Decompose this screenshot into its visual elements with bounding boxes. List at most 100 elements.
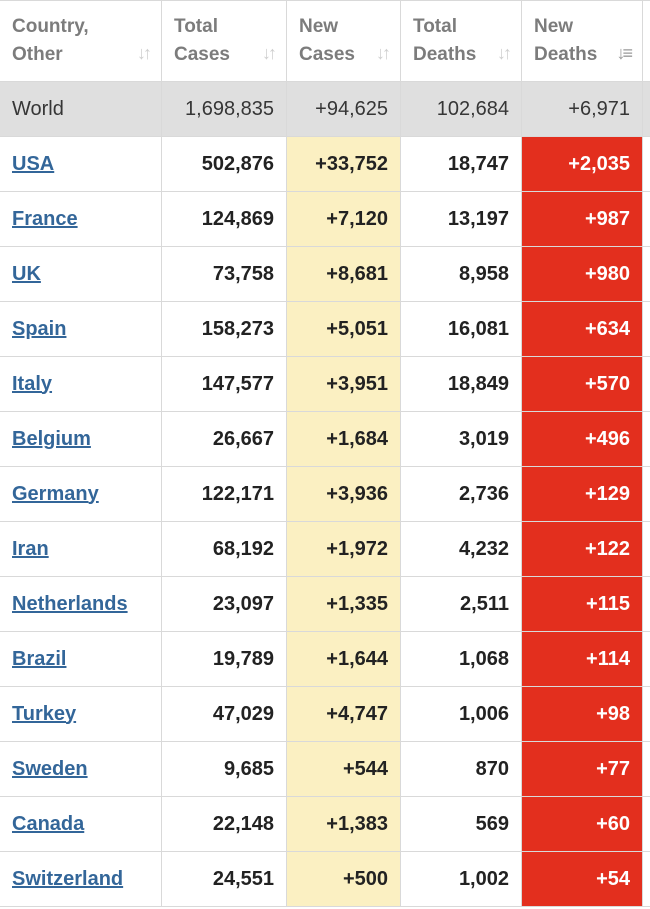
new-deaths-cell: +77 (521, 741, 643, 797)
total-deaths-cell: 2,511 (400, 576, 522, 632)
country-link[interactable]: Iran (12, 537, 49, 560)
sort-arrows-icon[interactable]: ↓↑ (376, 43, 391, 63)
column-header-label: Cases (174, 44, 230, 65)
column-header-label: Total (413, 16, 457, 37)
country-link[interactable]: USA (12, 152, 55, 175)
country-cell: France (0, 191, 162, 247)
total-cases-cell: 124,869 (161, 191, 287, 247)
total-cases-cell: 158,273 (161, 301, 287, 357)
total-deaths-cell: 18,849 (400, 356, 522, 412)
country-link[interactable]: Italy (12, 372, 53, 395)
table-edge (642, 356, 650, 412)
column-header-new-cases[interactable]: New Cases ↓↑ (286, 0, 401, 82)
total-cases-cell: 1,698,835 (161, 81, 287, 137)
table-row: Netherlands 23,097 +1,335 2,511 +115 (0, 576, 650, 632)
total-deaths-cell: 4,232 (400, 521, 522, 577)
table-edge (642, 411, 650, 467)
table-row: Switzerland 24,551 +500 1,002 +54 (0, 851, 650, 907)
country-link[interactable]: UK (12, 262, 41, 285)
country-cell: Canada (0, 796, 162, 852)
total-deaths-cell: 1,006 (400, 686, 522, 742)
country-link[interactable]: Netherlands (12, 592, 128, 615)
table-row: Spain 158,273 +5,051 16,081 +634 (0, 301, 650, 357)
total-cases-cell: 68,192 (161, 521, 287, 577)
total-deaths-cell: 870 (400, 741, 522, 797)
new-cases-cell: +1,335 (286, 576, 401, 632)
new-cases-cell: +1,383 (286, 796, 401, 852)
new-cases-cell: +3,951 (286, 356, 401, 412)
sort-descending-icon[interactable]: ↓≡ (616, 43, 632, 63)
column-header-total-cases[interactable]: Total Cases ↓↑ (161, 0, 287, 82)
column-header-new-deaths[interactable]: New Deaths ↓≡ (521, 0, 643, 82)
country-cell: Iran (0, 521, 162, 577)
column-header-label: Cases (299, 44, 355, 65)
new-deaths-cell: +54 (521, 851, 643, 907)
country-link[interactable]: Belgium (12, 427, 91, 450)
new-deaths-cell: +60 (521, 796, 643, 852)
table-edge (642, 466, 650, 522)
total-cases-cell: 73,758 (161, 246, 287, 302)
table-edge (642, 246, 650, 302)
sort-arrows-icon[interactable]: ↓↑ (497, 43, 512, 63)
new-deaths-cell: +980 (521, 246, 643, 302)
table-edge (642, 0, 650, 82)
table-row: Belgium 26,667 +1,684 3,019 +496 (0, 411, 650, 467)
column-header-label: Total (174, 16, 218, 37)
new-cases-cell: +7,120 (286, 191, 401, 247)
country-cell: UK (0, 246, 162, 302)
table-edge (642, 81, 650, 137)
total-cases-cell: 24,551 (161, 851, 287, 907)
country-link[interactable]: Canada (12, 812, 85, 835)
table-edge (642, 796, 650, 852)
total-deaths-cell: 3,019 (400, 411, 522, 467)
new-deaths-cell: +129 (521, 466, 643, 522)
total-deaths-cell: 16,081 (400, 301, 522, 357)
column-header-country[interactable]: Country, Other ↓↑ (0, 0, 162, 82)
table-header-row: Country, Other ↓↑ Total Cases ↓↑ New Cas… (0, 0, 650, 82)
country-link[interactable]: Germany (12, 482, 99, 505)
country-link[interactable]: Brazil (12, 647, 67, 670)
country-cell: Turkey (0, 686, 162, 742)
country-cell: World (0, 81, 162, 137)
country-link[interactable]: Sweden (12, 757, 88, 780)
country-cell: Spain (0, 301, 162, 357)
new-deaths-cell: +98 (521, 686, 643, 742)
sort-arrows-icon[interactable]: ↓↑ (137, 43, 152, 63)
new-deaths-cell: +570 (521, 356, 643, 412)
country-cell: Italy (0, 356, 162, 412)
table-row: France 124,869 +7,120 13,197 +987 (0, 191, 650, 247)
table-row: USA 502,876 +33,752 18,747 +2,035 (0, 136, 650, 192)
table-row: Italy 147,577 +3,951 18,849 +570 (0, 356, 650, 412)
new-deaths-cell: +2,035 (521, 136, 643, 192)
column-header-label: Country, (12, 16, 89, 37)
table-edge (642, 851, 650, 907)
column-header-label: New (299, 16, 339, 37)
table-edge (642, 301, 650, 357)
country-link[interactable]: Turkey (12, 702, 77, 725)
country-link[interactable]: Switzerland (12, 867, 124, 890)
country-cell: Brazil (0, 631, 162, 687)
world-total-row: World 1,698,835 +94,625 102,684 +6,971 (0, 81, 650, 137)
column-header-total-deaths[interactable]: Total Deaths ↓↑ (400, 0, 522, 82)
table-row: Germany 122,171 +3,936 2,736 +129 (0, 466, 650, 522)
total-deaths-cell: 569 (400, 796, 522, 852)
table-edge (642, 576, 650, 632)
total-cases-cell: 9,685 (161, 741, 287, 797)
table-edge (642, 136, 650, 192)
total-deaths-cell: 2,736 (400, 466, 522, 522)
sort-arrows-icon[interactable]: ↓↑ (262, 43, 277, 63)
country-cell: Belgium (0, 411, 162, 467)
total-deaths-cell: 18,747 (400, 136, 522, 192)
country-cell: Germany (0, 466, 162, 522)
country-cell: Netherlands (0, 576, 162, 632)
total-deaths-cell: 1,002 (400, 851, 522, 907)
table-edge (642, 631, 650, 687)
column-header-label: Deaths (534, 44, 598, 65)
new-cases-cell: +8,681 (286, 246, 401, 302)
column-header-label: Other (12, 44, 63, 65)
country-link[interactable]: Spain (12, 317, 67, 340)
table-row: Brazil 19,789 +1,644 1,068 +114 (0, 631, 650, 687)
country-link[interactable]: France (12, 207, 78, 230)
table-row: Turkey 47,029 +4,747 1,006 +98 (0, 686, 650, 742)
